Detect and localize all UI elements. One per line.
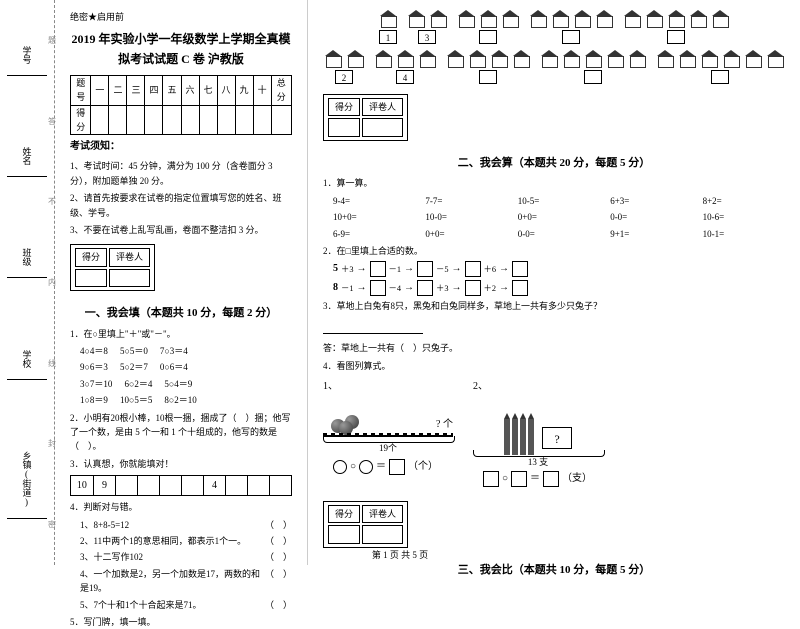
section1-title: 一、我会填（本题共 10 分，每题 2 分） bbox=[70, 305, 292, 323]
binding-field-xingming: 姓名 bbox=[7, 147, 47, 177]
q3-table: 1094 bbox=[70, 475, 292, 496]
section1-scorebox: 得分评卷人 bbox=[70, 244, 155, 291]
house-icon bbox=[378, 10, 398, 28]
s2q4: 4．看图列算式。 bbox=[323, 359, 785, 373]
binding-field-xiangzhen: 乡镇(街道) bbox=[7, 451, 47, 519]
houses-row1: 1 3 bbox=[323, 10, 785, 44]
eq-chain-2: 8－1→－4→＋3→＋2→ bbox=[333, 280, 785, 296]
d1-equation: ○＝（个） bbox=[333, 459, 453, 475]
balls-diagram: ? 个 19个 bbox=[323, 395, 453, 455]
q1-row3: 3○7＝106○2＝45○4＝9 bbox=[80, 377, 292, 391]
notice-1: 1、考试时间：45 分钟，满分为 100 分（含卷面分 3 分），附加题单独 2… bbox=[70, 159, 292, 188]
q4-5: 5、7个十和1个十合起来是71。（ ） bbox=[80, 598, 292, 612]
left-column: 绝密★启用前 2019 年实验小学一年级数学上学期全真模拟考试试题 C 卷 沪教… bbox=[55, 0, 308, 565]
q4-1: 1、8+8-5=12（ ） bbox=[80, 518, 292, 532]
houses-row2: 2 4 bbox=[323, 50, 785, 84]
secret-label: 绝密★启用前 bbox=[70, 10, 292, 24]
d1-label: 1、 bbox=[323, 381, 338, 392]
exam-page: 学号 姓名 班级 学校 乡镇(街道) 题答不内线封密 绝密★启用前 2019 年… bbox=[0, 0, 800, 565]
binding-field-banji: 班级 bbox=[7, 248, 47, 278]
s2q1: 1．算一算。 bbox=[323, 176, 785, 190]
q4-2: 2、11中两个1的意思相同，都表示1个一。（ ） bbox=[80, 534, 292, 548]
calc-grid: 9-4=7-7=10-5=6+3=8+2= 10+0=10-0=0+0=0-0=… bbox=[333, 194, 785, 241]
exam-title: 2019 年实验小学一年级数学上学期全真模拟考试试题 C 卷 沪教版 bbox=[70, 30, 292, 68]
q5: 5．写门牌，填一填。 bbox=[70, 615, 292, 629]
q4: 4．判断对与错。 bbox=[70, 500, 292, 514]
q1-row4: 1○8＝910○5＝58○2＝10 bbox=[80, 393, 292, 407]
pencils-diagram: ? 13 支 bbox=[473, 395, 603, 455]
q4-4: 4、一个加数是2，另一个加数是17，两数的和是19。（ ） bbox=[80, 567, 292, 596]
s2q2: 2．在□里填上合适的数。 bbox=[323, 244, 785, 258]
s2q3: 3．草地上白兔有8只，黑兔和白兔同样多，草地上一共有多少只兔子？ bbox=[323, 299, 785, 313]
q1: 1．在○里填上"＋"或"－"。 bbox=[70, 327, 292, 341]
q3: 3．认真想，你就能填对！ bbox=[70, 457, 292, 471]
notice-2: 2、请首先按要求在试卷的指定位置填写您的姓名、班级、学号。 bbox=[70, 191, 292, 220]
q1-row1: 4○4＝85○5＝07○3＝4 bbox=[80, 344, 292, 358]
binding-margin: 学号 姓名 班级 学校 乡镇(街道) bbox=[0, 0, 55, 565]
page-footer: 第 1 页 共 5 页 bbox=[0, 548, 800, 561]
eq-chain-1: 5＋3→－1→－5→＋6→ bbox=[333, 261, 785, 277]
notice-title: 考试须知： bbox=[70, 139, 292, 155]
answer-line bbox=[323, 322, 423, 334]
right-column: 1 3 2 4 得分评卷人 二、我会算（本题共 20 分，每题 5 分） 1．算… bbox=[308, 0, 800, 565]
q2: 2．小明有20根小棒，10根一捆，捆成了（ ）捆；他写了一个数，是由 5 个一和… bbox=[70, 411, 292, 454]
d2-equation: ○＝（支） bbox=[483, 471, 603, 487]
section3-scorebox: 得分评卷人 bbox=[323, 501, 408, 548]
score-table: 题号一二三四五六七八九十总分 得分 bbox=[70, 75, 292, 136]
section2-scorebox: 得分评卷人 bbox=[323, 94, 408, 141]
q1-row2: 9○6＝35○2＝70○6＝4 bbox=[80, 360, 292, 374]
binding-field-xuehao: 学号 bbox=[7, 46, 47, 76]
notice-3: 3、不要在试卷上乱写乱画，卷面不整洁扣 3 分。 bbox=[70, 223, 292, 237]
seal-line-marks: 题答不内线封密 bbox=[48, 0, 56, 565]
binding-field-xuexiao: 学校 bbox=[7, 350, 47, 380]
section3-title: 三、我会比（本题共 10 分，每题 5 分） bbox=[323, 562, 785, 580]
diagram-row: 1、 ? 个 19个 ○＝（个） 2、 ? 13 支 ○＝（支） bbox=[323, 379, 785, 491]
section2-title: 二、我会算（本题共 20 分，每题 5 分） bbox=[323, 155, 785, 173]
s2q3-ans: 答：草地上一共有（ ）只兔子。 bbox=[323, 341, 785, 355]
d2-label: 2、 bbox=[473, 381, 488, 392]
